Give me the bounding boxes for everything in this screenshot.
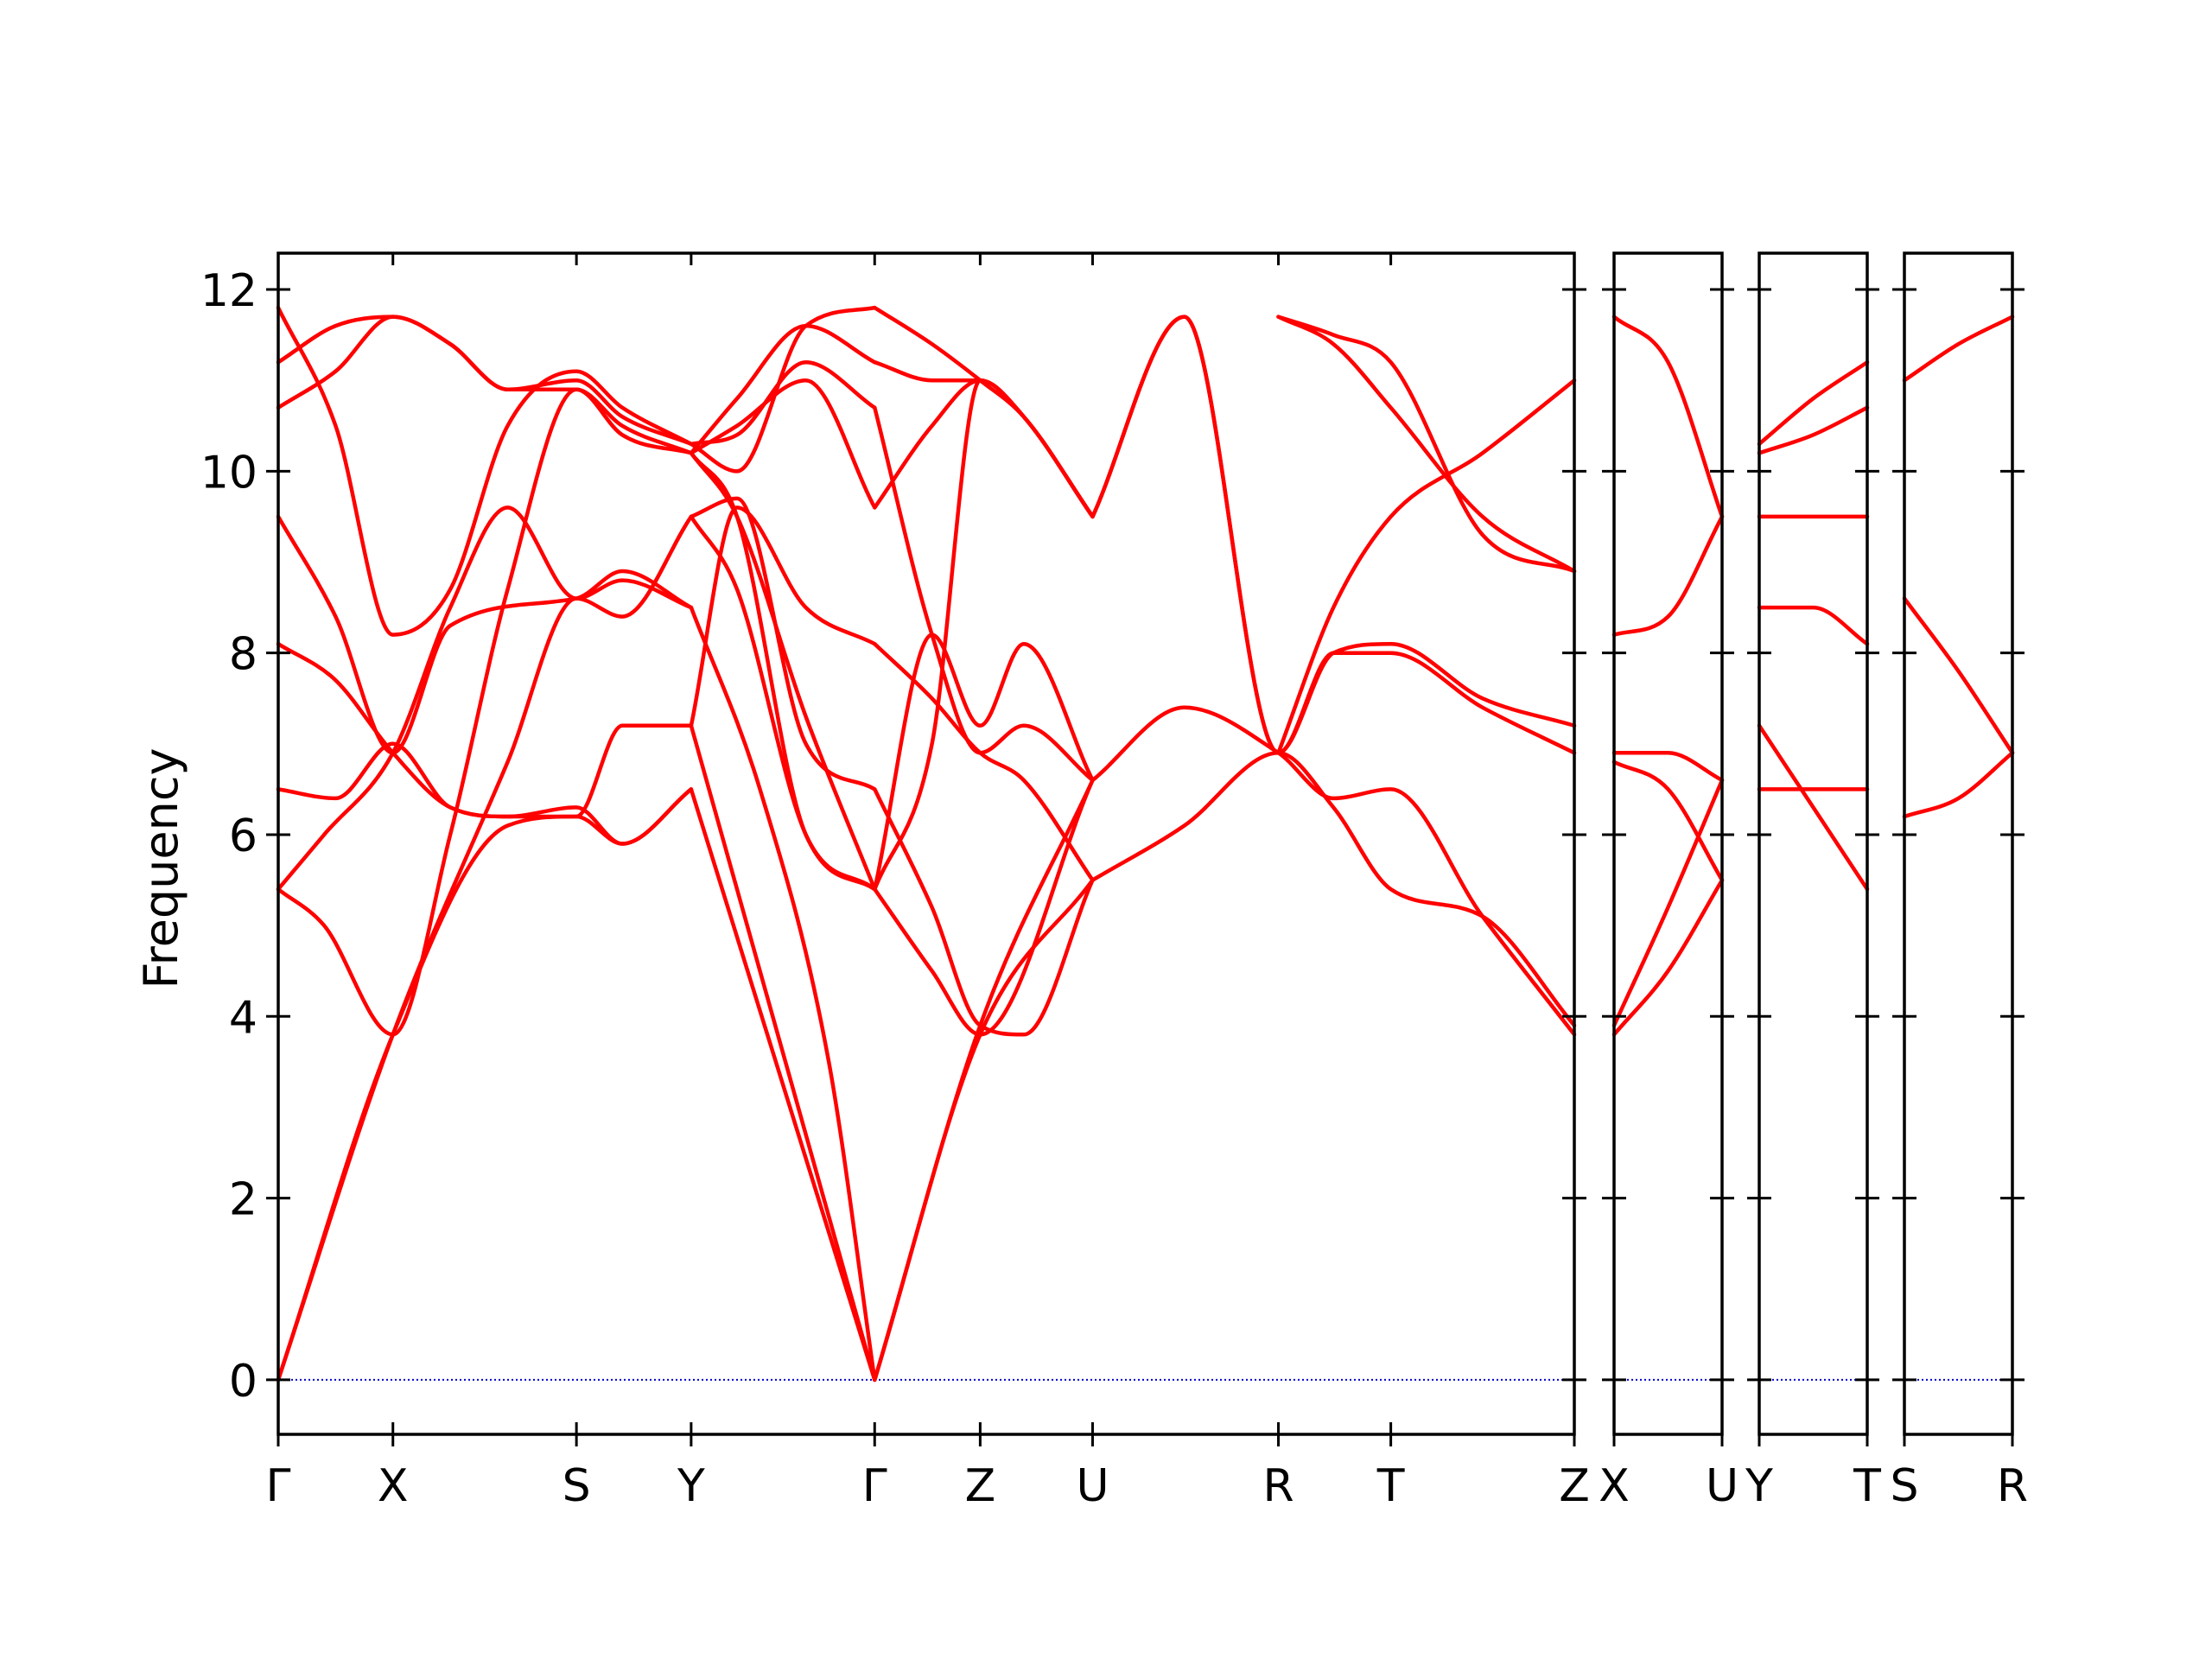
band-line xyxy=(873,405,1095,783)
band-line xyxy=(1611,751,1725,783)
band-line xyxy=(276,315,694,455)
x-tick-label: S xyxy=(563,1460,591,1512)
y-tick-label: 8 xyxy=(229,629,257,681)
x-tick-label: U xyxy=(1706,1460,1738,1512)
x-tick-label: Γ xyxy=(862,1460,887,1512)
band-line xyxy=(873,787,1095,1037)
band-line xyxy=(276,514,694,1382)
band-line xyxy=(1090,751,1577,1028)
x-tick-label: Γ xyxy=(266,1460,291,1512)
x-tick-label: S xyxy=(1890,1460,1918,1512)
plot-frame xyxy=(1612,251,1724,1436)
band-line xyxy=(1090,315,1577,755)
y-axis-label: Frequency xyxy=(134,748,188,989)
band-line xyxy=(689,496,877,791)
band-line xyxy=(689,505,877,728)
band-line xyxy=(276,387,694,1037)
band-line xyxy=(276,514,694,755)
band-line xyxy=(689,451,877,892)
x-tick-label: Y xyxy=(1745,1460,1773,1512)
band-line xyxy=(689,323,877,455)
plot-frame xyxy=(276,251,1576,1436)
y-tick-label: 10 xyxy=(200,447,257,499)
band-line xyxy=(689,723,877,1382)
band-line xyxy=(1276,315,1577,574)
band-line xyxy=(1611,760,1725,882)
band-line xyxy=(1276,378,1577,755)
band-line xyxy=(1611,315,1725,519)
band-line xyxy=(1757,723,1870,892)
x-tick-label: R xyxy=(1997,1460,2028,1512)
band-line xyxy=(1757,359,1870,447)
band-line xyxy=(1757,605,1870,646)
x-tick-label: Y xyxy=(677,1460,705,1512)
band-line xyxy=(1611,514,1725,637)
y-tick-label: 2 xyxy=(229,1174,257,1226)
band-line xyxy=(1902,751,2015,819)
band-line xyxy=(1276,315,1577,574)
band-line xyxy=(276,305,694,637)
band-line xyxy=(1090,705,1577,1037)
x-tick-label: Z xyxy=(965,1460,996,1512)
plot-frame xyxy=(1758,251,1869,1436)
panel-1: 0 2 4 6 8 10 12 Γ X S Y Γ Z U R T Z xyxy=(200,251,1590,1512)
band-line xyxy=(276,641,694,846)
x-tick-label: T xyxy=(1376,1460,1405,1512)
band-line xyxy=(689,787,877,1382)
band-line xyxy=(1757,405,1870,455)
band-line xyxy=(276,315,694,447)
band-line xyxy=(1611,778,1725,1028)
band-line xyxy=(276,787,694,1382)
band-line xyxy=(1902,596,2015,755)
x-tick-label: X xyxy=(378,1460,409,1512)
band-line xyxy=(873,632,1095,892)
band-line xyxy=(873,878,1095,1382)
band-line xyxy=(276,505,694,892)
band-line xyxy=(689,378,877,510)
band-line xyxy=(1902,315,2015,383)
band-line xyxy=(873,378,1095,519)
x-tick-label: Z xyxy=(1559,1460,1590,1512)
x-tick-label: U xyxy=(1076,1460,1109,1512)
band-line xyxy=(1611,878,1725,1037)
y-tick-label: 4 xyxy=(229,992,257,1044)
band-line xyxy=(689,305,877,474)
plot-frame xyxy=(1903,251,2014,1436)
band-line xyxy=(1090,315,1577,755)
band-line xyxy=(873,305,1095,519)
y-tick-label: 0 xyxy=(229,1356,257,1408)
band-line xyxy=(689,451,877,892)
band-line xyxy=(689,605,877,1382)
band-line xyxy=(276,723,694,819)
x-tick-label: X xyxy=(1599,1460,1630,1512)
y-tick-label: 12 xyxy=(200,265,257,317)
band-line xyxy=(873,778,1095,1037)
x-tick-label: T xyxy=(1853,1460,1881,1512)
y-tick-label: 6 xyxy=(229,810,257,862)
x-tick-label: R xyxy=(1262,1460,1294,1512)
